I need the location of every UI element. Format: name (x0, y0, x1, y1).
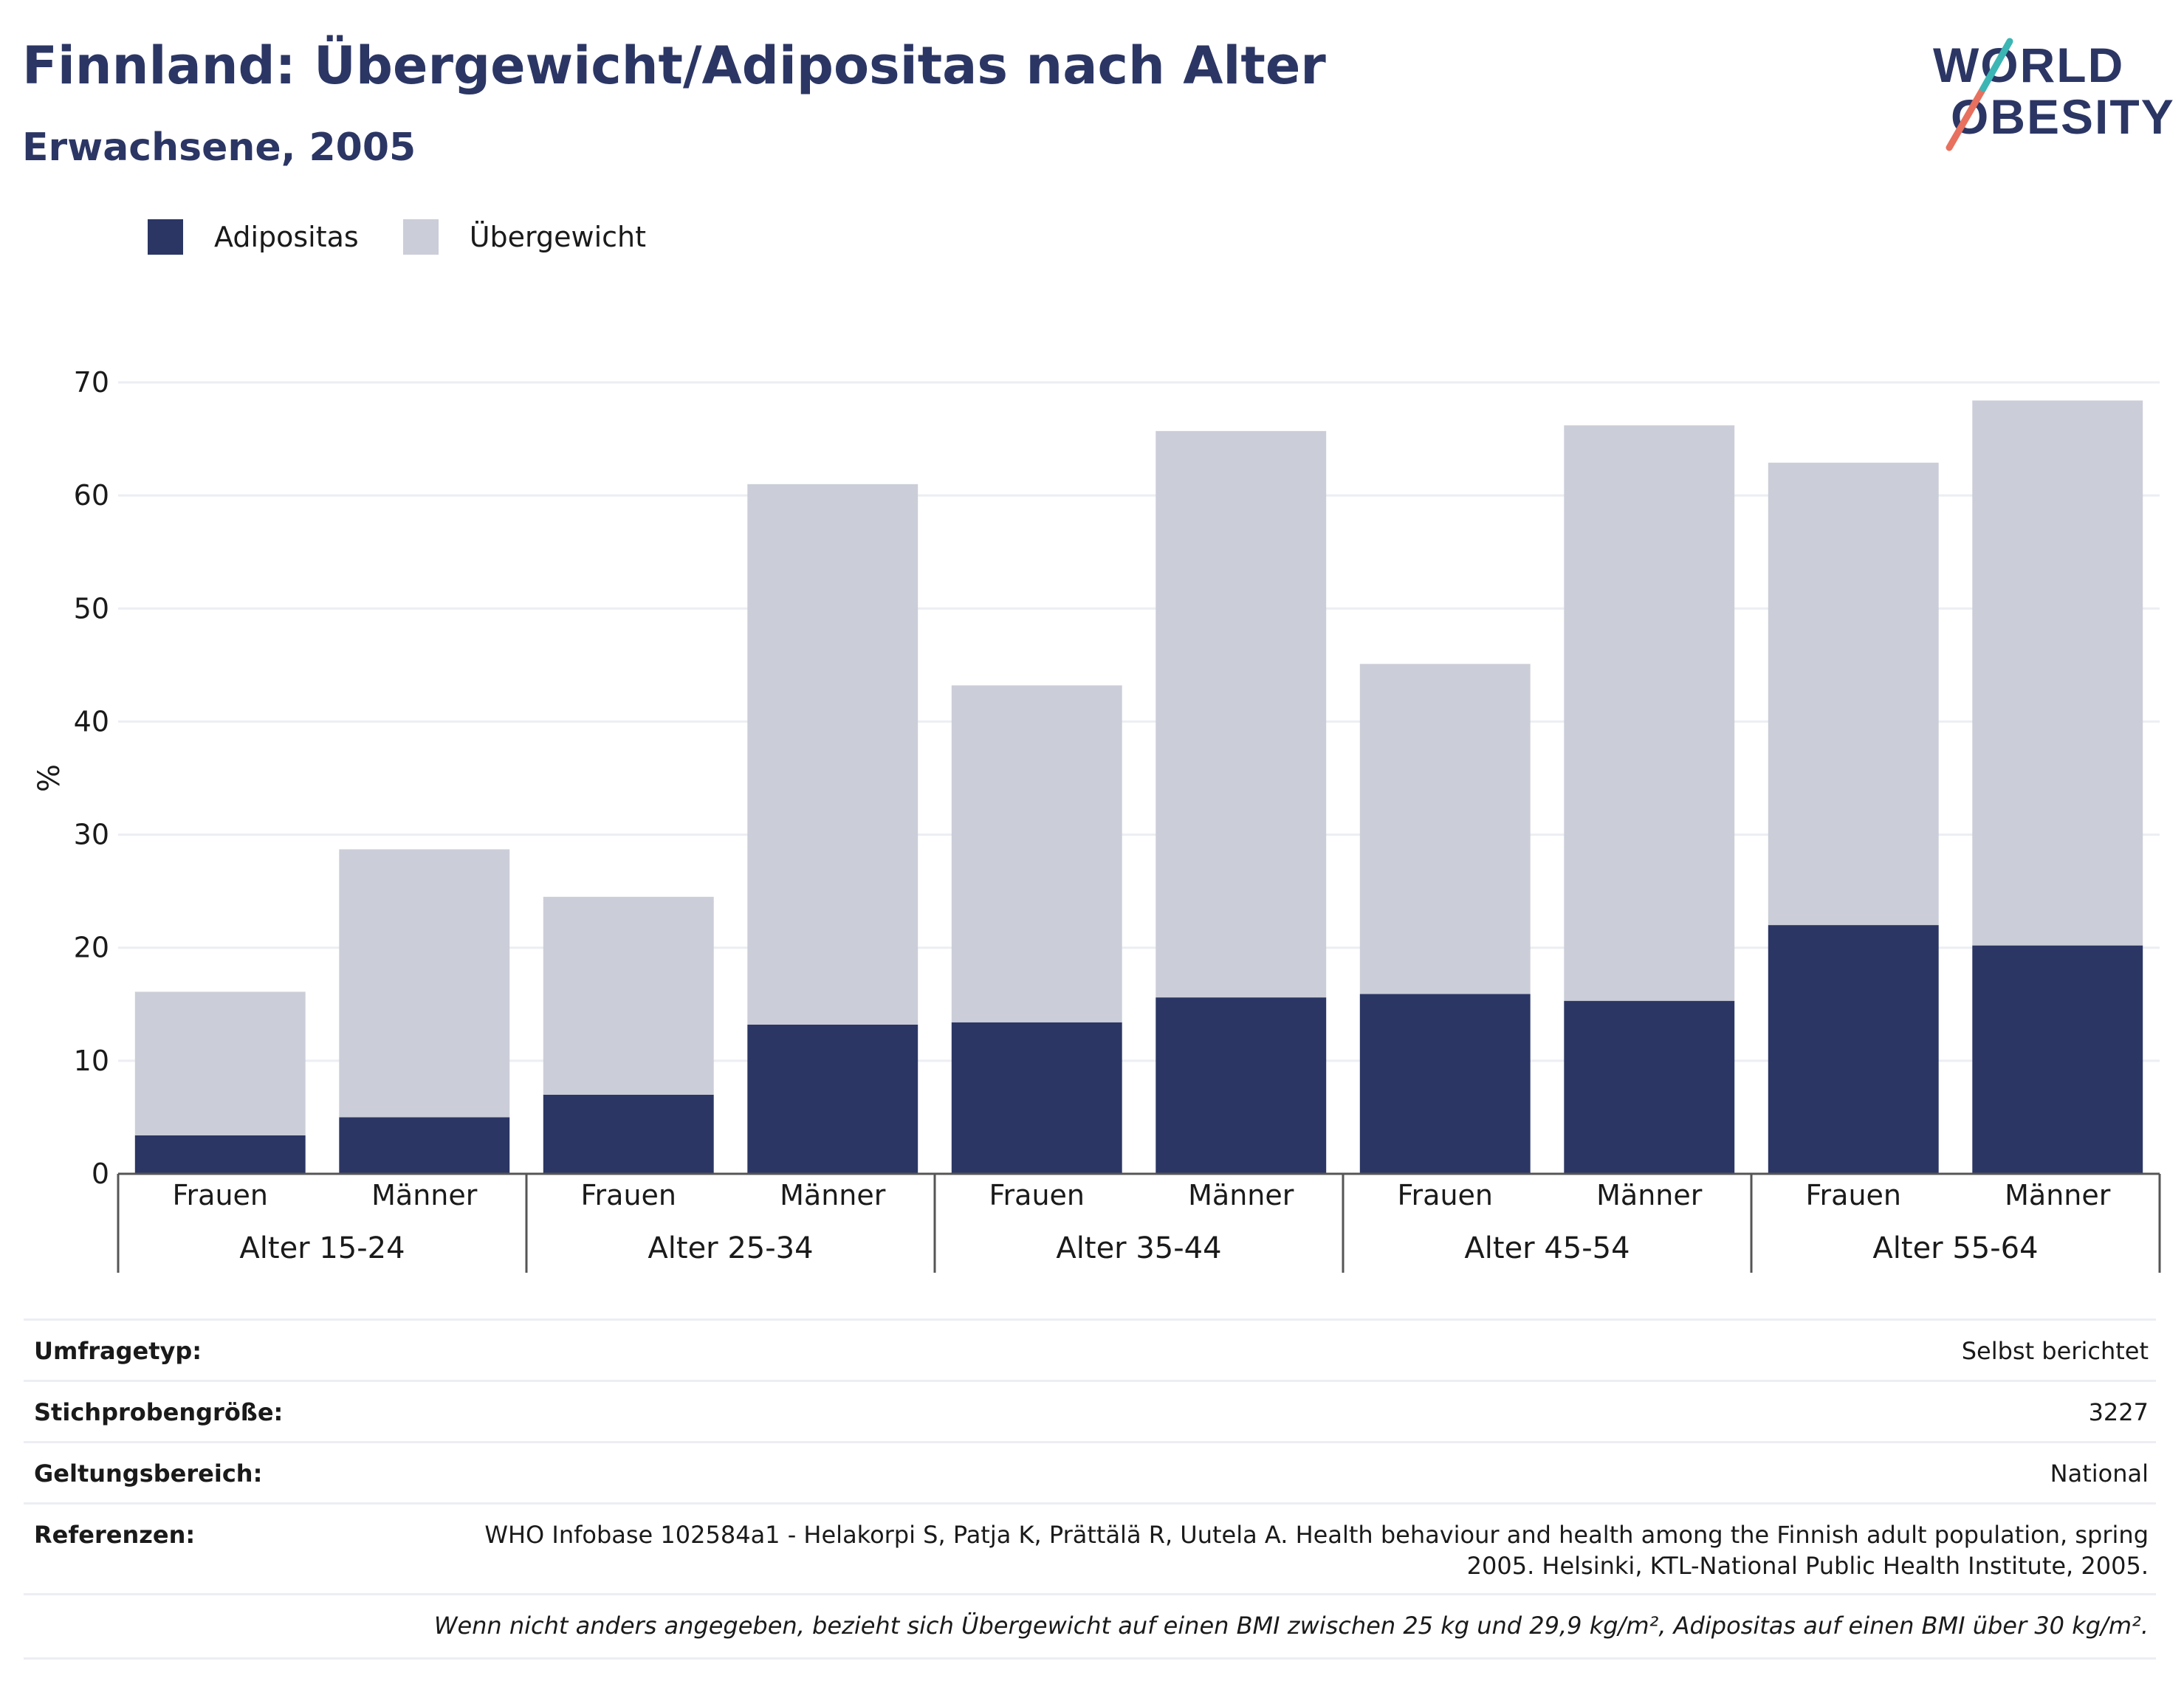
bar-uebergewicht (134, 991, 306, 1135)
sample-size-label: Stichprobengröße: (34, 1398, 284, 1426)
x-tick-label: Frauen (1397, 1179, 1493, 1211)
legend-label-adipositas: Adipositas (214, 221, 359, 253)
bar-chart: 0 10 20 30 40 50 60 70% Frauen Männer Frauen Männer… (32, 366, 2161, 1273)
y-tick-label: 30 (74, 819, 109, 851)
bar-adipositas (1155, 997, 1327, 1174)
x-tick-label: Frauen (1805, 1179, 1901, 1211)
world-obesity-logo: WORLD OBESITY (1920, 30, 2174, 155)
scope-value: National (2050, 1460, 2149, 1488)
chart-legend: Adipositas Übergewicht (148, 219, 690, 255)
legend-swatch-adipositas (148, 219, 183, 255)
references-value: WHO Infobase 102584a1 - Helakorpi S, Pat… (484, 1521, 2149, 1580)
bar-uebergewicht (1564, 425, 1735, 1001)
bar-uebergewicht (951, 685, 1122, 1022)
bar-uebergewicht (1155, 430, 1327, 998)
y-tick-label: 20 (74, 932, 109, 964)
logo-slash-icon (1946, 38, 2013, 151)
info-row-scope: Geltungsbereich: National (24, 1441, 2156, 1502)
group-label: Alter 35-44 (1056, 1231, 1221, 1265)
references-label: Referenzen: (34, 1521, 196, 1549)
scope-label: Geltungsbereich: (34, 1460, 263, 1488)
bmi-note: Wenn nicht anders angegeben, bezieht sic… (433, 1612, 2149, 1640)
bar-uebergewicht (1768, 462, 1939, 926)
y-axis-label: % (32, 764, 66, 792)
bar-uebergewicht (747, 484, 918, 1025)
x-tick-label: Männer (780, 1179, 886, 1211)
bar-adipositas (543, 1094, 714, 1174)
group-label: Alter 25-34 (648, 1231, 813, 1265)
survey-type-label: Umfragetyp: (34, 1337, 202, 1365)
y-tick-label: 10 (74, 1045, 109, 1077)
bar-adipositas (134, 1135, 306, 1174)
bar-uebergewicht (339, 849, 510, 1118)
bar-adipositas (1768, 925, 1939, 1174)
logo-text-world: WORLD (1933, 38, 2125, 92)
legend-swatch-uebergewicht (402, 219, 439, 255)
legend-item-uebergewicht: Übergewicht (402, 219, 646, 255)
info-row-note: Wenn nicht anders angegeben, bezieht sic… (24, 1593, 2156, 1660)
sample-size-value: 3227 (2088, 1398, 2149, 1426)
y-tick-label: 0 (92, 1158, 109, 1190)
chart-title: Finnland: Übergewicht/Adipositas nach Al… (22, 35, 1326, 96)
y-tick-label: 50 (74, 592, 109, 625)
group-label: Alter 15-24 (239, 1231, 405, 1265)
bar-adipositas (1564, 1000, 1735, 1174)
bar-uebergewicht (1972, 400, 2143, 946)
bar-adipositas (951, 1022, 1122, 1174)
group-label: Alter 45-54 (1464, 1231, 1630, 1265)
bar-adipositas (339, 1117, 510, 1174)
x-tick-label: Männer (1188, 1179, 1294, 1211)
y-tick-label: 40 (74, 705, 109, 738)
y-tick-label: 70 (74, 366, 109, 399)
x-tick-label: Frauen (580, 1179, 676, 1211)
bar-adipositas (1972, 945, 2143, 1174)
bar-adipositas (1359, 994, 1531, 1174)
info-row-sample-size: Stichprobengröße: 3227 (24, 1380, 2156, 1441)
legend-label-uebergewicht: Übergewicht (469, 221, 646, 253)
x-tick-label: Männer (1596, 1179, 1703, 1211)
info-row-references: Referenzen: WHO Infobase 102584a1 - Hela… (24, 1502, 2156, 1593)
legend-item-adipositas: Adipositas (148, 219, 359, 255)
group-label: Alter 55-64 (1872, 1231, 2038, 1265)
bar-uebergewicht (1359, 664, 1531, 994)
x-tick-label: Männer (2005, 1179, 2111, 1211)
survey-type-value: Selbst berichtet (1961, 1337, 2149, 1365)
x-tick-label: Frauen (172, 1179, 268, 1211)
chart-subtitle: Erwachsene, 2005 (22, 126, 416, 170)
bar-adipositas (747, 1024, 918, 1174)
info-table: Umfragetyp: Selbst berichtet Stichproben… (24, 1318, 2156, 1660)
info-row-survey-type: Umfragetyp: Selbst berichtet (24, 1318, 2156, 1380)
logo-text-obesity: OBESITY (1951, 89, 2175, 144)
x-tick-label: Frauen (989, 1179, 1085, 1211)
x-tick-label: Männer (371, 1179, 478, 1211)
bar-uebergewicht (543, 896, 714, 1095)
y-tick-label: 60 (74, 479, 109, 512)
